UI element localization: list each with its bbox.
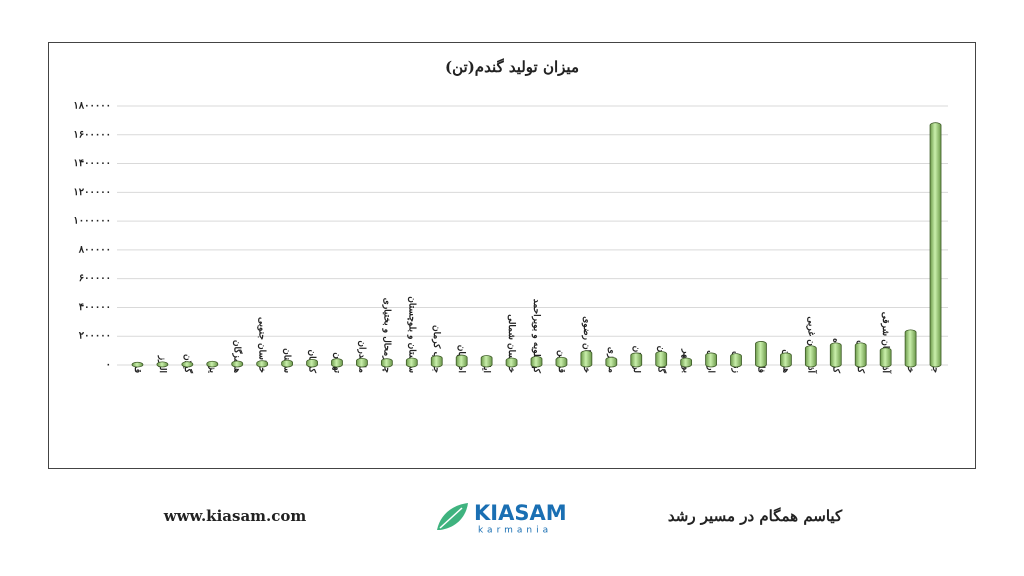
logo-sub: karmania: [478, 526, 552, 536]
bar: [680, 357, 693, 368]
slogan: کیاسم همگام در مسیر رشد: [668, 507, 843, 525]
y-tick-label: ۱۶۰۰۰۰۰: [73, 129, 111, 140]
bar: [131, 361, 144, 368]
chart-title: میزان تولید گندم(تن): [445, 58, 579, 76]
y-tick-label: ۱۴۰۰۰۰۰: [73, 158, 111, 169]
bar: [405, 357, 418, 368]
y-tick-label: ۱۰۰۰۰۰۰: [73, 216, 111, 227]
x-tick-label: خراسان جنوبی: [257, 317, 268, 373]
bar: [879, 347, 892, 368]
x-tick-label: خراسان رضوی: [581, 316, 592, 373]
bar: [256, 360, 269, 368]
y-tick-label: ۶۰۰۰۰۰: [79, 273, 111, 284]
bar: [605, 356, 618, 368]
bar: [356, 357, 368, 368]
bar: [281, 359, 293, 368]
x-tick-label: سیستان و بلوچستان: [406, 296, 417, 373]
x-tick-label: قم: [132, 363, 142, 373]
bar: [430, 355, 443, 368]
chart-frame: [48, 42, 976, 469]
bar: [804, 345, 817, 368]
x-tick-label: چهارمحال و بختیاری: [381, 298, 392, 374]
footer: www.kiasam.com KIASAM karmania کیاسم همگ…: [163, 501, 843, 536]
bar: [156, 361, 169, 368]
logo-name: KIASAM: [474, 501, 567, 525]
bar: [231, 360, 244, 368]
bar: [904, 329, 917, 368]
bar: [630, 352, 643, 368]
bar: [380, 358, 393, 368]
y-tick-label: ۱۲۰۰۰۰۰: [73, 187, 111, 198]
x-tick-label: خراسان شمالی: [506, 314, 517, 373]
x-tick-label: کهگیلویه و بویراحمد: [531, 299, 543, 374]
website: www.kiasam.com: [163, 507, 307, 525]
bar: [829, 342, 842, 368]
bar: [705, 352, 717, 368]
bar: [929, 122, 942, 368]
x-tick-label: مازندران: [356, 340, 367, 373]
bar: [181, 361, 194, 368]
x-tick-label: هرمزگان: [232, 340, 244, 373]
x-tick-label: یزد: [207, 362, 217, 374]
bar: [655, 351, 668, 368]
bar: [455, 354, 468, 368]
bar: [580, 350, 593, 368]
y-tick-label: ۱۸۰۰۰۰۰: [73, 101, 111, 112]
bar: [306, 359, 318, 368]
y-tick-label: ۲۰۰۰۰۰: [79, 331, 111, 342]
x-tick-label: جنوب کرمان: [431, 325, 442, 373]
bar: [206, 360, 219, 368]
bar: [555, 356, 568, 368]
y-tick-label: ۸۰۰۰۰۰: [78, 244, 111, 255]
bar: [331, 358, 343, 368]
bar: [505, 357, 518, 368]
bar: [755, 341, 767, 368]
y-tick-label: ۴۰۰۰۰۰: [79, 302, 111, 313]
bar: [730, 353, 742, 368]
y-tick-label: ۰: [106, 360, 111, 371]
bar: [480, 355, 493, 368]
bar: [780, 352, 792, 368]
bar: [530, 356, 543, 368]
bar: [854, 342, 867, 368]
logo-leaf-vein: [439, 507, 463, 529]
